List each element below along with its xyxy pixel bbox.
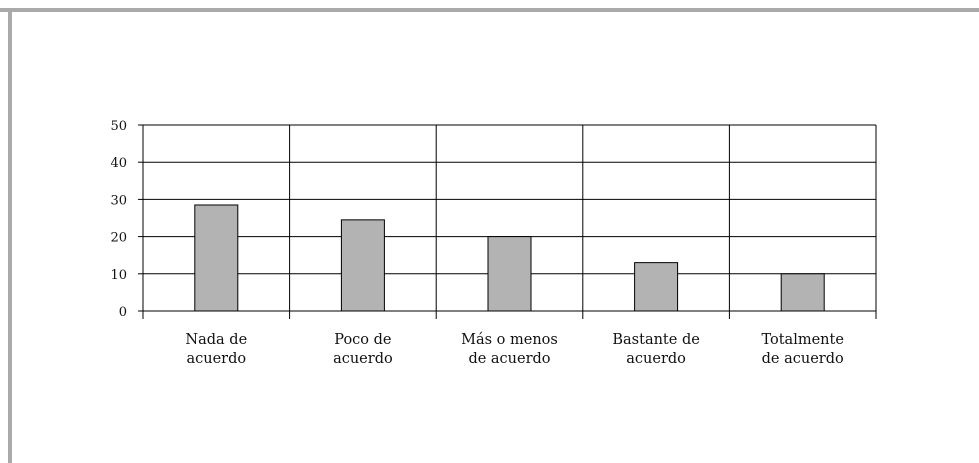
y-tick-labels: 0 10 20 30 40 50 <box>110 119 127 320</box>
x-tick-label: de acuerdo <box>762 351 844 367</box>
axes <box>138 124 877 319</box>
x-tick-label: de acuerdo <box>468 351 550 367</box>
y-tick-label: 50 <box>110 119 127 134</box>
x-tick-label: Poco de <box>334 332 391 348</box>
frame-left-border <box>8 8 12 463</box>
x-tick-label: Más o menos <box>461 332 558 348</box>
y-tick-label: 40 <box>110 156 127 171</box>
bar-3 <box>634 262 679 312</box>
bar-1 <box>340 219 385 312</box>
bar-4 <box>780 273 825 312</box>
x-tick-label: Bastante de <box>612 332 699 348</box>
x-tick-label: Totalmente <box>761 332 843 348</box>
y-tick-label: 30 <box>110 193 127 208</box>
bars <box>194 204 825 312</box>
frame-top-border <box>0 8 979 12</box>
y-tick-label: 0 <box>119 305 127 320</box>
x-tick-label: acuerdo <box>626 351 686 367</box>
x-tick-label: acuerdo <box>186 351 246 367</box>
y-tick-label: 20 <box>110 231 127 246</box>
x-tick-label: Nada de <box>185 332 247 348</box>
x-tick-labels: Nada de acuerdo Poco de acuerdo Más o menos d… <box>185 332 844 367</box>
bar-2 <box>487 236 532 312</box>
y-tick-label: 10 <box>110 268 127 283</box>
bar-0 <box>194 204 239 312</box>
x-tick-label: acuerdo <box>333 351 393 367</box>
